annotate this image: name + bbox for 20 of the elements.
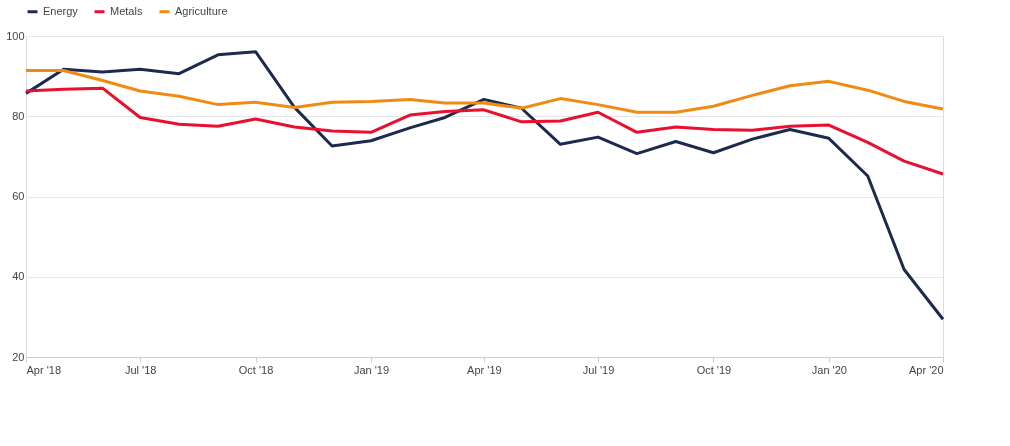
x-tick-label: Jan '20 (811, 363, 847, 376)
legend-label: Energy (43, 4, 79, 17)
x-tick-label: Jul '19 (582, 363, 615, 376)
legend-label: Agriculture (175, 4, 228, 17)
y-tick-label: 40 (12, 270, 25, 283)
x-tick-label: Oct '19 (696, 363, 732, 376)
x-tick-label: Apr '20 (908, 363, 944, 376)
y-tick-label: 80 (12, 109, 25, 122)
x-tick-label: Jul '18 (124, 363, 157, 376)
x-tick-label: Apr '18 (26, 363, 62, 376)
x-tick-label: Apr '19 (467, 363, 502, 376)
y-tick-label: 20 (12, 350, 25, 363)
legend-label: Metals (110, 4, 143, 17)
line-series (24, 69, 945, 114)
line-series (24, 50, 945, 321)
x-tick-label: Jan '19 (353, 363, 390, 376)
y-tick-label: 60 (12, 190, 25, 202)
line-series (24, 86, 945, 176)
y-tick-label: 100 (6, 29, 25, 42)
x-tick-label: Oct '18 (238, 363, 274, 376)
